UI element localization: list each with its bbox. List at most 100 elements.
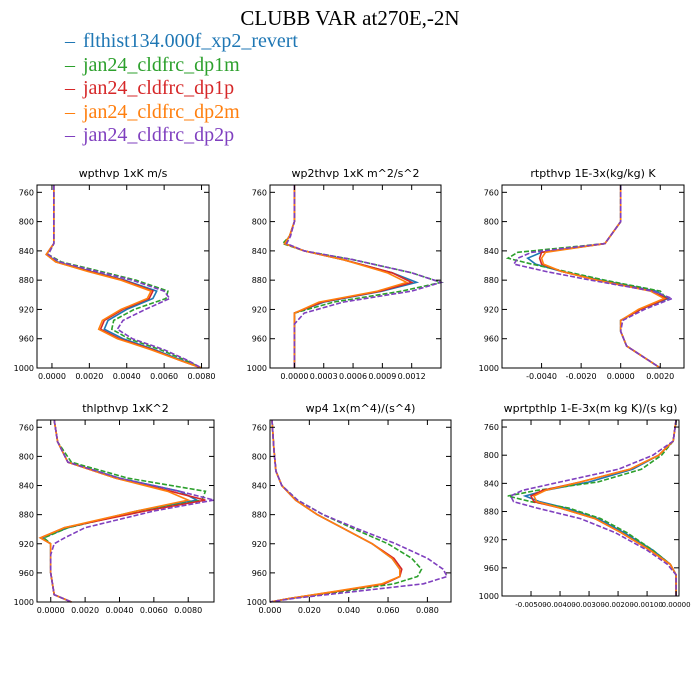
y-tick-label: 840 — [19, 247, 34, 256]
x-tick-label: 0.0020 — [646, 372, 674, 381]
chart-panel: wpthvp 1xK m/s 760 800 840 880 920 960 1000 0.00… — [14, 167, 216, 381]
x-tick-label: 0.0040 — [113, 372, 141, 381]
y-tick-label: 760 — [484, 188, 499, 197]
x-tick-label: 0.060 — [377, 606, 400, 615]
x-tick-label: 0.0060 — [150, 372, 178, 381]
series-line — [532, 419, 677, 596]
y-tick-label: 760 — [252, 423, 267, 432]
series-line — [42, 419, 207, 603]
x-tick-label: 0.0000 — [607, 372, 635, 381]
x-tick-label: 0.0080 — [188, 372, 216, 381]
y-tick-label: 960 — [252, 569, 267, 578]
y-tick-label: 840 — [484, 247, 499, 256]
series-line — [509, 419, 677, 596]
series-line — [269, 419, 401, 603]
series-line — [507, 419, 677, 596]
x-tick-label: -0.00200 — [602, 601, 633, 609]
series-line — [38, 419, 191, 603]
chart-panel: wp2thvp 1xK m^2/s^2 760 800 840 880 920 960 100… — [247, 167, 445, 381]
x-tick-label: 0.020 — [298, 606, 321, 615]
series-line — [269, 419, 449, 603]
legend-item: – jan24_cldfrc_dp2m — [65, 101, 298, 125]
series-line — [40, 419, 200, 603]
y-tick-label: 920 — [484, 536, 499, 545]
chart-panel: rtpthvp 1E-3x(kg/kg) K 760 800 840 880 920 960… — [479, 167, 685, 381]
series-line — [269, 419, 401, 603]
x-tick-label: 0.0003 — [310, 372, 338, 381]
chart-panel: wprtpthlp 1-E-3x(m kg K)/(s kg) 760 800 840… — [479, 402, 691, 609]
legend-item: – jan24_cldfrc_dp2p — [65, 124, 298, 148]
y-tick-label: 1000 — [247, 364, 267, 373]
y-tick-label: 760 — [484, 423, 499, 432]
legend-label: jan24_cldfrc_dp2m — [83, 100, 240, 123]
plot-frame — [36, 419, 215, 603]
series-line — [283, 185, 414, 368]
x-tick-label: -0.00300 — [573, 601, 604, 609]
x-tick-label: 0.0040 — [105, 606, 133, 615]
legend-line-icon: – — [65, 30, 75, 52]
legend: – flthist134.000f_xp2_revert – jan24_cldfr… — [65, 30, 298, 148]
x-tick-label: 0.0009 — [368, 372, 396, 381]
x-tick-label: -0.00500 — [515, 601, 546, 609]
series-line — [38, 419, 206, 603]
legend-line-icon: – — [65, 124, 75, 146]
y-tick-label: 960 — [484, 564, 499, 573]
series-line — [47, 185, 202, 369]
y-tick-label: 920 — [484, 305, 499, 314]
y-tick-label: 960 — [19, 335, 34, 344]
y-tick-label: 840 — [252, 247, 267, 256]
x-tick-label: 0.0000 — [38, 372, 66, 381]
y-tick-label: 960 — [19, 569, 34, 578]
y-tick-label: 800 — [252, 218, 267, 227]
series-line — [283, 185, 409, 368]
y-tick-label: 880 — [484, 276, 499, 285]
legend-label: jan24_cldfrc_dp1p — [83, 77, 235, 99]
x-tick-label: 0.0060 — [140, 606, 168, 615]
y-tick-label: 880 — [252, 511, 267, 520]
y-tick-label: 800 — [484, 451, 499, 460]
y-tick-label: 880 — [484, 508, 499, 517]
y-tick-label: 800 — [484, 218, 499, 227]
x-tick-label: 0.0006 — [339, 372, 367, 381]
y-tick-label: 920 — [19, 305, 34, 314]
series-line — [269, 419, 423, 603]
legend-label: flthist134.000f_xp2_revert — [83, 30, 298, 52]
legend-line-icon: – — [65, 53, 75, 76]
series-line — [285, 185, 444, 368]
y-tick-label: 800 — [252, 452, 267, 461]
x-tick-label: -0.00400 — [544, 601, 575, 609]
y-tick-label: 920 — [252, 305, 267, 314]
y-tick-label: 760 — [19, 188, 34, 197]
y-tick-label: 1000 — [479, 592, 499, 601]
plot-frame — [501, 184, 685, 369]
y-tick-label: 800 — [19, 218, 34, 227]
y-tick-label: 840 — [19, 482, 34, 491]
x-tick-label: 0.0020 — [71, 606, 99, 615]
y-tick-label: 920 — [252, 540, 267, 549]
x-tick-label: 0.000 — [259, 606, 282, 615]
x-tick-label: 0.080 — [416, 606, 439, 615]
chart-panel: wp4 1x(m^4)/(s^4)76080084088092096010000… — [247, 402, 452, 615]
chart-title: wprtpthlp 1-E-3x(m kg K)/(s kg) — [504, 402, 678, 415]
y-tick-label: 920 — [19, 540, 34, 549]
plot-frame — [501, 419, 680, 597]
x-tick-label: -0.0020 — [566, 372, 597, 381]
y-tick-label: 880 — [19, 276, 34, 285]
x-tick-label: 0.0000 — [280, 372, 308, 381]
legend-item: – jan24_cldfrc_dp1m — [65, 54, 298, 78]
series-line — [269, 419, 403, 603]
x-tick-label: 0.0000 — [37, 606, 65, 615]
legend-line-icon: – — [65, 77, 75, 99]
plot-frame — [269, 184, 442, 369]
y-tick-label: 760 — [19, 423, 34, 432]
plot-frame — [36, 184, 210, 369]
plot-frame — [269, 419, 452, 603]
chart-title: wp2thvp 1xK m^2/s^2 — [291, 167, 419, 180]
chart-title: wp4 1x(m^4)/(s^4) — [306, 402, 416, 415]
series-line — [512, 185, 675, 369]
y-tick-label: 960 — [484, 335, 499, 344]
x-tick-label: -0.0040 — [526, 372, 557, 381]
y-tick-label: 1000 — [479, 364, 499, 373]
y-tick-label: 1000 — [247, 598, 267, 607]
